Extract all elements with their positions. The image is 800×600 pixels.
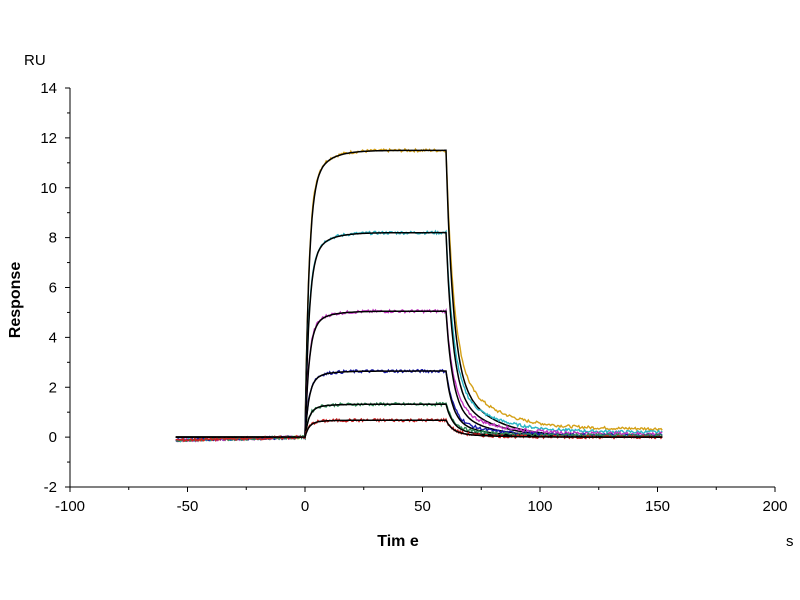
- x-tick-label: 200: [762, 498, 787, 515]
- series-group: [175, 147, 663, 443]
- x-tick-label: 150: [645, 498, 670, 515]
- y-tick-label: 12: [40, 130, 57, 147]
- y-tick-label: 6: [49, 280, 57, 297]
- series-observed-line: [175, 368, 663, 443]
- x-tick-label: 100: [527, 498, 552, 515]
- series-observed-line: [175, 229, 663, 443]
- series-observed-line: [175, 307, 663, 443]
- y-tick-label: 0: [49, 429, 57, 446]
- series-fit-line: [175, 231, 663, 438]
- series-fit-line: [175, 419, 663, 438]
- y-tick-label: 2: [49, 379, 57, 396]
- y-tick-label: 4: [49, 329, 57, 346]
- series-observed-line: [175, 417, 663, 443]
- x-unit-label: s: [786, 533, 794, 550]
- y-tick-label: -2: [44, 479, 57, 496]
- y-tick-label: 8: [49, 230, 57, 247]
- y-tick-label: 14: [40, 80, 57, 97]
- x-tick-label: -50: [177, 498, 199, 515]
- y-unit-label: RU: [24, 52, 46, 69]
- series-fit-line: [175, 149, 663, 438]
- x-tick-label: -100: [55, 498, 85, 515]
- y-axis-title: Response: [7, 262, 24, 339]
- y-tick-label: 10: [40, 180, 57, 197]
- series-observed-line: [175, 401, 663, 443]
- x-tick-label: 0: [301, 498, 309, 515]
- x-tick-label: 50: [414, 498, 431, 515]
- axes: [69, 88, 775, 488]
- x-axis-title: Tim e: [377, 533, 419, 550]
- ticks: -2 0 2 4 6 8 10 12 14 -100 -50 0 50 100 150 200: [40, 80, 787, 515]
- series-observed-line: [175, 147, 663, 443]
